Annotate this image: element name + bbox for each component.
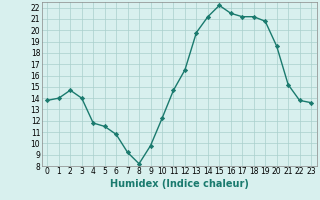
X-axis label: Humidex (Indice chaleur): Humidex (Indice chaleur) [110, 179, 249, 189]
